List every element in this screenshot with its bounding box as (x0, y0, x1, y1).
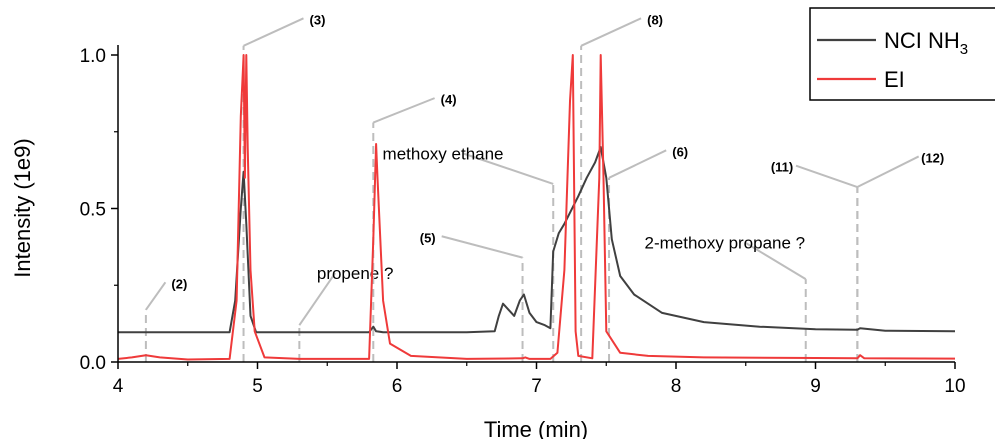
annotation-leader-4 (372, 97, 435, 124)
annotation-label-2: (2) (171, 276, 187, 291)
annotation-leader-8 (580, 17, 642, 47)
annotation-label-propene: propene ? (317, 264, 394, 283)
annotation-leader-methoxy-ethane (462, 152, 554, 185)
series-line-ei (117, 54, 956, 361)
x-tick-label: 6 (392, 376, 403, 397)
series-layer (117, 54, 956, 361)
annotation-leader-5 (441, 235, 523, 259)
y-tick-label: 0.0 (80, 353, 106, 374)
annotation-label-2-methoxy-propane: 2-methoxy propane ? (644, 233, 805, 252)
x-axis-title: Time (min) (484, 417, 588, 439)
annotation-label-11: (11) (771, 160, 793, 175)
annotation-leader-12 (856, 155, 920, 188)
annotation-leader-6 (608, 149, 667, 179)
series-line-nci-nh3 (118, 146, 956, 334)
x-tick-label: 5 (252, 376, 263, 397)
annotation-label-8: (8) (647, 12, 663, 27)
annotation-label-12: (12) (921, 150, 944, 165)
legend: NCI NH3 EI (809, 7, 995, 101)
legend-label-ei: EI (884, 67, 905, 92)
annotation-leader-11 (795, 164, 858, 188)
annotation-leader-3 (243, 17, 304, 47)
y-axis-title: Intensity (1e9) (10, 138, 35, 277)
annotation-label-3: (3) (310, 12, 326, 27)
annotation-leader-propene (298, 272, 336, 326)
y-tick-label: 1.0 (80, 46, 106, 67)
annotation-leader-2-methoxy-propane (744, 241, 807, 280)
annotation-label-4: (4) (441, 92, 457, 107)
annotation-label-6: (6) (672, 144, 688, 159)
x-tick-label: 7 (531, 376, 542, 397)
x-tick-label: 9 (810, 376, 821, 397)
x-tick-label: 8 (671, 376, 682, 397)
annotation-label-methoxy-ethane: methoxy ethane (383, 144, 504, 163)
y-tick-label: 0.5 (80, 200, 106, 221)
axes-layer: 4 5 6 7 8 9 10 0.0 0.5 1.0 (80, 45, 966, 397)
annotation-leader-2 (145, 281, 167, 311)
x-tick-label: 10 (944, 376, 965, 397)
x-tick-label: 4 (113, 376, 124, 397)
annotation-label-5: (5) (420, 230, 436, 245)
legend-box (809, 7, 995, 101)
